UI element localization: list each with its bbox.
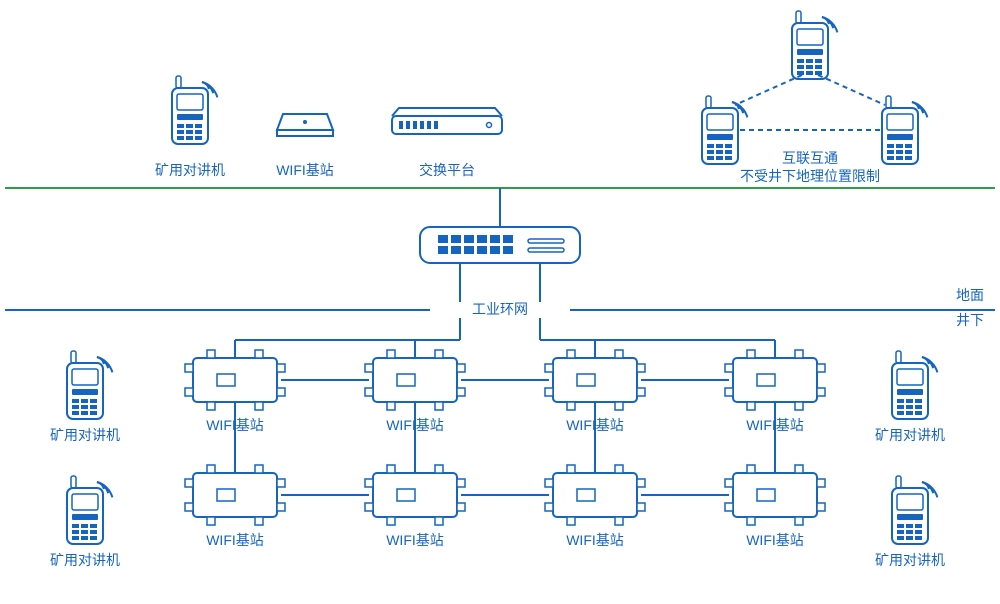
wifi-base-icon: [185, 465, 285, 525]
svg-text:矿用对讲机: 矿用对讲机: [875, 552, 945, 568]
svg-text:工业环网: 工业环网: [472, 301, 528, 317]
svg-text:WIFI基站: WIFI基站: [746, 417, 804, 433]
svg-text:矿用对讲机: 矿用对讲机: [155, 162, 225, 178]
svg-text:WIFI基站: WIFI基站: [566, 417, 624, 433]
svg-text:矿用对讲机: 矿用对讲机: [50, 552, 120, 568]
svg-text:WIFI基站: WIFI基站: [386, 417, 444, 433]
mesh-radio-icon: [792, 11, 837, 79]
svg-text:WIFI基站: WIFI基站: [746, 532, 804, 548]
svg-text:不受井下地理位置限制: 不受井下地理位置限制: [740, 168, 880, 184]
svg-text:WIFI基站: WIFI基站: [206, 417, 264, 433]
wifi-base-icon: [725, 465, 825, 525]
radio-icon: [67, 351, 112, 419]
svg-text:WIFI基站: WIFI基站: [206, 532, 264, 548]
radio-icon: [892, 351, 937, 419]
svg-text:WIFI基站: WIFI基站: [566, 532, 624, 548]
wifi-base-icon: [365, 350, 465, 410]
wifi-base-icon: [185, 350, 285, 410]
svg-text:井下: 井下: [956, 312, 984, 328]
wifi-ap-icon: [277, 114, 333, 136]
svg-text:矿用对讲机: 矿用对讲机: [50, 427, 120, 443]
svg-text:WIFI基站: WIFI基站: [386, 532, 444, 548]
wifi-base-icon: [545, 350, 645, 410]
wifi-base-icon: [545, 465, 645, 525]
svg-text:WIFI基站: WIFI基站: [276, 162, 334, 178]
switch-icon: [420, 227, 580, 263]
svg-text:互联互通: 互联互通: [782, 150, 838, 166]
svg-text:矿用对讲机: 矿用对讲机: [875, 427, 945, 443]
svg-text:交换平台: 交换平台: [419, 162, 475, 178]
radio-icon: [67, 476, 112, 544]
radio-icon: [892, 476, 937, 544]
radio-icon: [172, 76, 217, 144]
mesh-radio-icon: [882, 96, 927, 164]
wifi-base-icon: [365, 465, 465, 525]
svg-text:地面: 地面: [956, 287, 984, 303]
server-icon: [392, 108, 502, 134]
wifi-base-icon: [725, 350, 825, 410]
